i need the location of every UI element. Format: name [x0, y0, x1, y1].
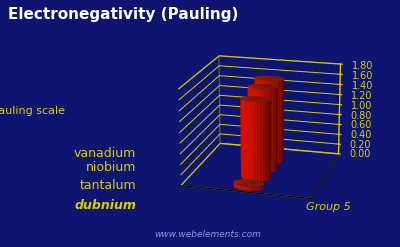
Text: vanadium: vanadium — [74, 147, 136, 160]
Text: Electronegativity (Pauling): Electronegativity (Pauling) — [8, 7, 238, 22]
Text: tantalum: tantalum — [79, 179, 136, 192]
Text: www.webelements.com: www.webelements.com — [154, 230, 262, 239]
Text: niobium: niobium — [86, 162, 136, 174]
Text: dubnium: dubnium — [74, 199, 136, 211]
Text: Group 5: Group 5 — [306, 203, 350, 212]
Text: Pauling scale: Pauling scale — [0, 106, 64, 116]
